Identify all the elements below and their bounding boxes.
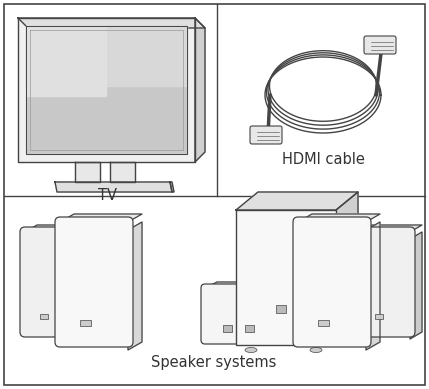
Bar — [318, 321, 329, 326]
Bar — [236, 210, 336, 345]
FancyBboxPatch shape — [364, 36, 396, 54]
Ellipse shape — [245, 347, 257, 352]
Bar — [245, 326, 254, 333]
Bar — [276, 305, 286, 312]
Bar — [375, 314, 383, 319]
FancyBboxPatch shape — [293, 217, 371, 347]
Polygon shape — [75, 162, 100, 182]
Text: TV: TV — [97, 188, 117, 203]
Polygon shape — [298, 214, 380, 222]
Polygon shape — [305, 288, 317, 346]
Polygon shape — [18, 18, 195, 162]
Polygon shape — [110, 162, 135, 182]
Polygon shape — [236, 192, 358, 210]
FancyBboxPatch shape — [201, 284, 309, 344]
Polygon shape — [55, 182, 172, 192]
FancyBboxPatch shape — [20, 227, 80, 337]
Polygon shape — [26, 26, 187, 86]
Polygon shape — [75, 232, 87, 339]
Polygon shape — [25, 225, 87, 232]
Polygon shape — [205, 282, 317, 288]
Polygon shape — [60, 214, 142, 222]
FancyBboxPatch shape — [250, 126, 282, 144]
Polygon shape — [26, 26, 106, 96]
Polygon shape — [336, 192, 358, 345]
Polygon shape — [128, 222, 142, 350]
Bar — [40, 314, 48, 319]
Polygon shape — [195, 18, 205, 162]
Polygon shape — [26, 26, 187, 154]
FancyBboxPatch shape — [55, 217, 133, 347]
Polygon shape — [360, 225, 422, 232]
Polygon shape — [410, 232, 422, 339]
Text: HDMI cable: HDMI cable — [281, 152, 365, 167]
FancyBboxPatch shape — [355, 227, 415, 337]
Polygon shape — [18, 18, 205, 28]
Bar — [223, 326, 232, 333]
Ellipse shape — [310, 347, 322, 352]
Polygon shape — [366, 222, 380, 350]
Polygon shape — [170, 182, 174, 192]
Bar — [80, 321, 91, 326]
Text: Speaker systems: Speaker systems — [151, 355, 277, 370]
